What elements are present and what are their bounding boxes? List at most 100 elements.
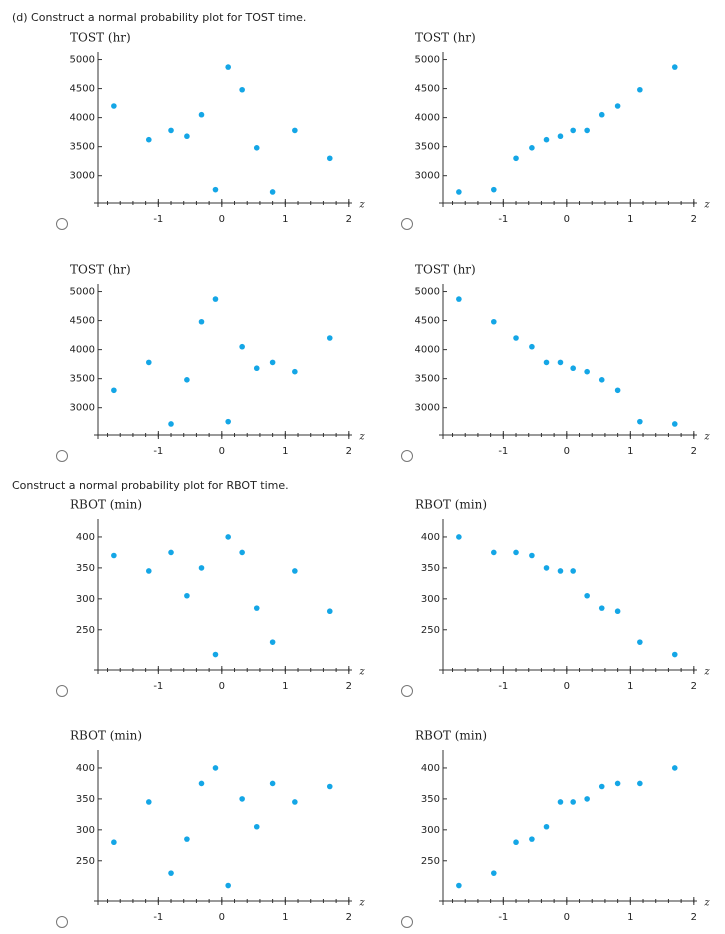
y-axis-label: RBOT (min) [415,498,487,512]
point [198,111,205,118]
point [326,783,333,790]
point [491,549,497,556]
point [671,765,678,771]
point [529,552,535,559]
x-axis-label: z [703,898,710,909]
x-tick-label: 1 [282,446,288,457]
point [529,343,535,350]
x-tick-label: 1 [282,681,288,692]
y-tick-label: 4000 [415,345,440,356]
y-tick-label: 300 [76,594,95,605]
point [584,127,590,134]
point [456,882,462,889]
point [225,534,231,540]
y-tick-label: 250 [421,856,440,867]
point [543,565,550,571]
y-tick-label: 400 [421,532,440,543]
radio-button[interactable] [401,685,413,697]
point [253,605,260,611]
x-axis-label: z [358,200,365,211]
point [146,568,152,574]
point [269,639,276,645]
point [253,145,260,151]
x-tick-label: 2 [691,214,697,225]
x-tick-label: 1 [282,912,288,923]
point [456,189,462,195]
point [253,365,260,372]
point [584,796,590,802]
point [529,836,535,842]
point [637,780,643,787]
y-tick-label: 3500 [415,142,440,153]
y-tick-label: 300 [421,825,440,836]
x-tick-label: 1 [627,446,633,457]
y-tick-label: 3000 [415,403,440,414]
radio-button[interactable] [56,218,68,230]
point [513,155,519,162]
point [269,780,276,787]
y-axis-label: TOST (hr) [70,263,131,277]
point [184,592,190,599]
x-axis-label: z [703,200,710,211]
point [225,882,231,889]
point [111,839,117,846]
point [146,136,152,143]
radio-button[interactable] [56,685,68,697]
point [671,64,678,70]
point [326,608,333,615]
y-tick-label: 300 [421,594,440,605]
x-tick-label: 2 [346,214,352,225]
y-axis-label: TOST (hr) [415,31,476,45]
point [111,103,117,109]
point [614,387,621,394]
x-tick-label: 2 [346,681,352,692]
y-axis-label: TOST (hr) [415,263,476,277]
radio-button[interactable] [56,450,68,462]
point [269,189,276,195]
x-tick-label: -1 [498,214,508,225]
x-tick-label: -1 [153,214,163,225]
y-tick-label: 400 [76,532,95,543]
x-tick-label: 1 [627,681,633,692]
y-tick-label: 4500 [70,316,95,327]
y-tick-label: 3000 [415,171,440,182]
point [184,836,190,842]
radio-button[interactable] [401,218,413,230]
y-tick-label: 350 [421,794,440,805]
x-tick-label: 1 [627,214,633,225]
y-tick-label: 4500 [415,316,440,327]
point [292,568,298,574]
point [570,365,576,372]
x-axis-label: z [358,432,365,443]
x-tick-label: 2 [691,446,697,457]
point [292,127,298,134]
radio-button[interactable] [401,450,413,462]
x-tick-label: 1 [627,912,633,923]
radio-button[interactable] [401,916,413,928]
y-tick-label: 350 [76,794,95,805]
y-tick-label: 3000 [70,403,95,414]
point [198,565,205,571]
x-tick-label: 0 [564,446,570,457]
point [146,359,152,366]
radio-button[interactable] [56,916,68,928]
y-axis-label: RBOT (min) [415,729,487,743]
point [212,765,219,771]
y-tick-label: 400 [76,763,95,774]
point [239,343,245,350]
point [184,377,190,383]
point [637,86,643,93]
y-tick-label: 4500 [70,84,95,95]
point [225,64,231,70]
y-axis-label: RBOT (min) [70,729,142,743]
point [513,839,519,846]
y-axis-label: TOST (hr) [70,31,131,45]
x-tick-label: -1 [498,446,508,457]
point [146,799,152,805]
x-tick-label: -1 [153,681,163,692]
x-tick-label: 0 [219,681,225,692]
point [614,103,621,109]
point [239,86,245,93]
x-tick-label: 1 [282,214,288,225]
